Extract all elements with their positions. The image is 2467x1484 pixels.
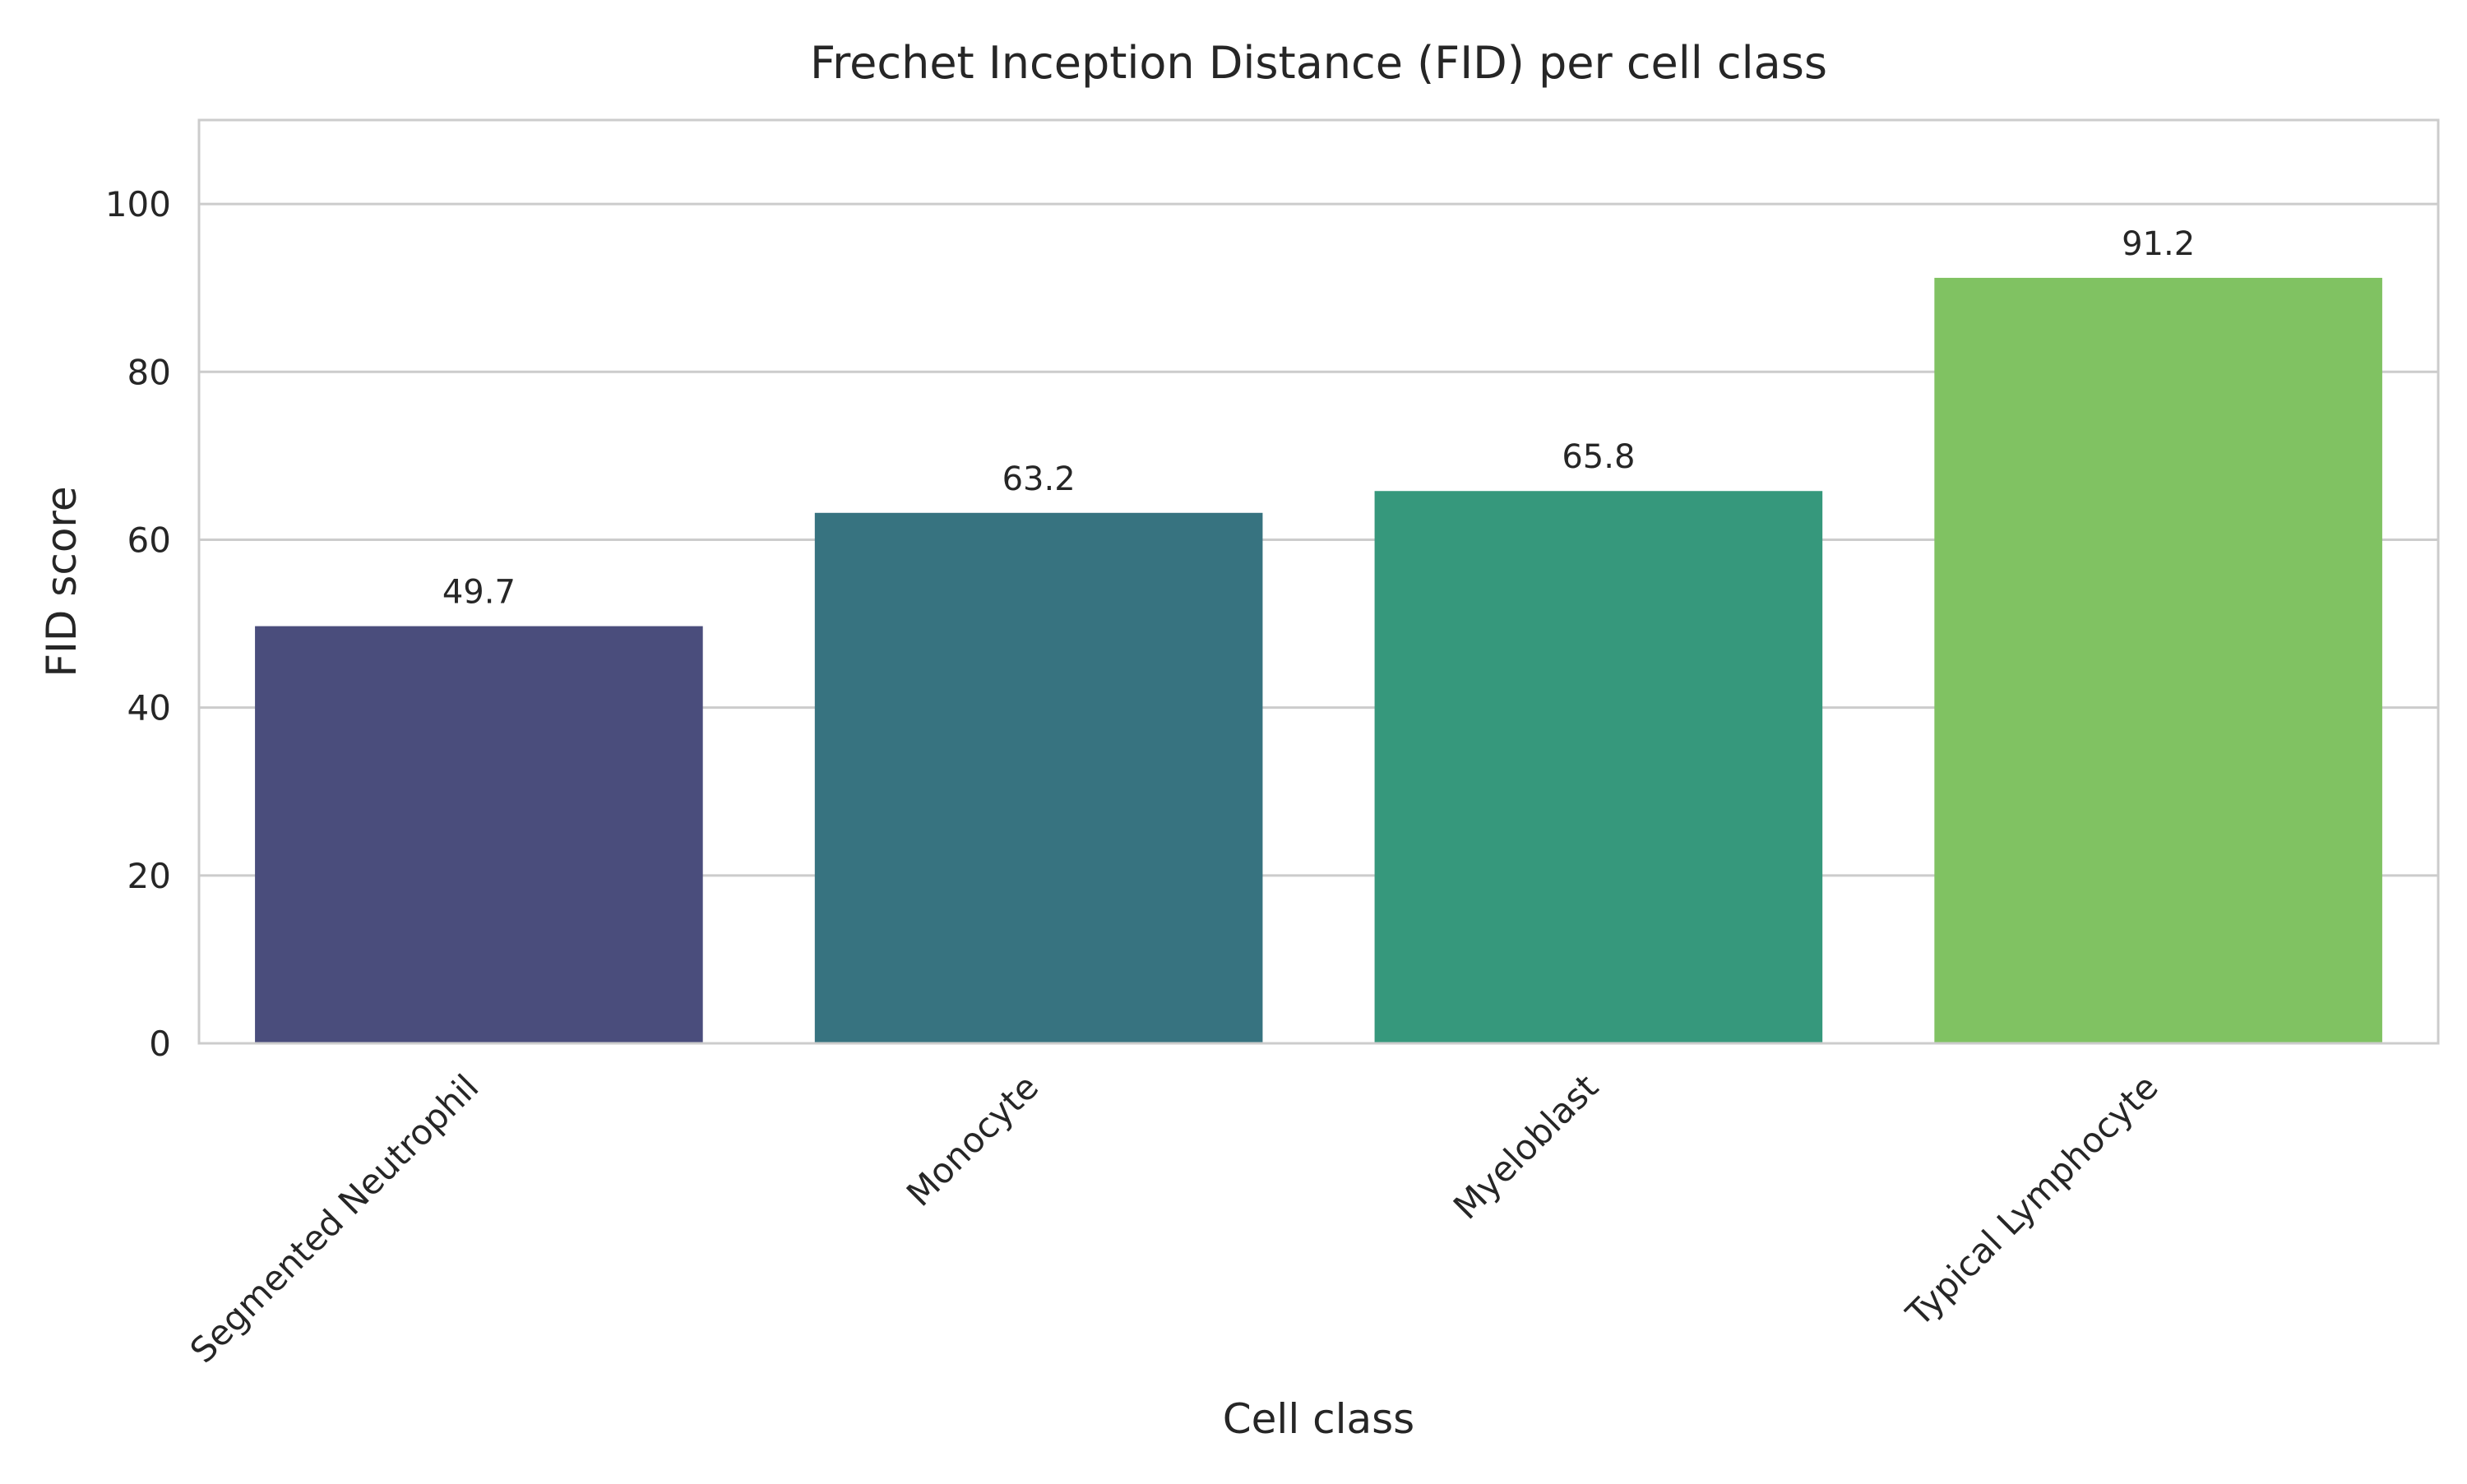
bar-typical-lymphocyte bbox=[1934, 277, 2382, 1043]
y-axis-label: FID score bbox=[38, 486, 86, 677]
data-label-typical-lymphocyte: 91.2 bbox=[2122, 225, 2195, 263]
x-axis-label: Cell class bbox=[1223, 1395, 1414, 1443]
bars bbox=[255, 277, 2382, 1043]
bar-monocyte bbox=[814, 512, 1263, 1043]
data-label-myeloblast: 65.8 bbox=[1562, 438, 1635, 476]
x-tick-label-typical-lymphocyte: Typical Lymphocyte bbox=[1898, 1066, 2166, 1334]
x-tick-label-monocyte: Monocyte bbox=[899, 1066, 1046, 1214]
data-label-segmented-neutrophil: 49.7 bbox=[442, 574, 516, 612]
x-tick-label-segmented-neutrophil: Segmented Neutrophil bbox=[183, 1066, 487, 1371]
y-tick-labels: 0 20 40 60 80 100 bbox=[105, 184, 171, 1064]
x-tick-labels: Segmented Neutrophil Monocyte Myeloblast Ty… bbox=[183, 1066, 2166, 1371]
y-tick-label-60: 60 bbox=[127, 520, 171, 560]
chart-title: Frechet Inception Distance (FID) per cel… bbox=[810, 37, 1827, 89]
x-tick-label-myeloblast: Myeloblast bbox=[1446, 1066, 1606, 1227]
plot-frame bbox=[197, 118, 2440, 1045]
bar-segmented-neutrophil bbox=[255, 626, 703, 1043]
y-tick-label-80: 80 bbox=[127, 352, 171, 392]
y-tick-label-100: 100 bbox=[105, 184, 171, 224]
y-tick-label-40: 40 bbox=[127, 688, 171, 728]
data-labels: 49.7 63.2 65.8 91.2 bbox=[442, 225, 2195, 612]
y-tick-label-0: 0 bbox=[149, 1024, 171, 1064]
data-label-monocyte: 63.2 bbox=[1002, 460, 1076, 498]
y-tick-label-20: 20 bbox=[127, 856, 171, 896]
bar-myeloblast bbox=[1374, 491, 1823, 1043]
